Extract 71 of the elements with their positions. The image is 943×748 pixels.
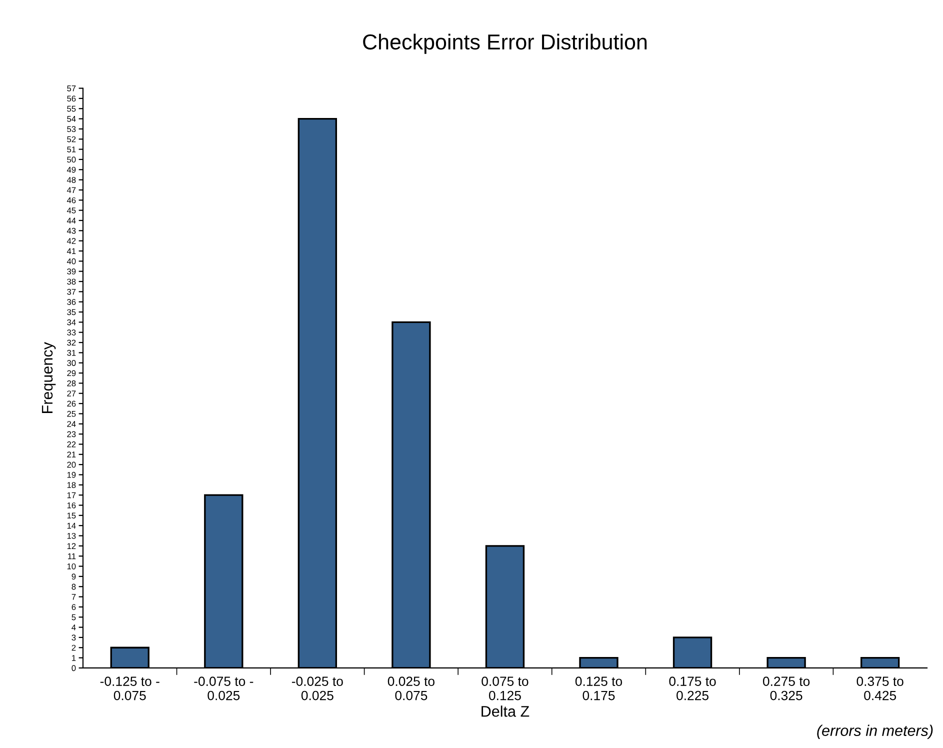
y-tick-label: 13: [67, 532, 76, 539]
x-tick-label: 0.075 to 0.125: [482, 676, 528, 700]
y-tick-label: 55: [67, 106, 76, 112]
y-tick-label: 35: [67, 309, 76, 316]
x-tick-label: -0.075 to - 0.025: [194, 676, 254, 700]
y-tick-label: 27: [67, 390, 76, 396]
x-tick-label: 0.025 to 0.075: [388, 676, 434, 700]
y-tick-label: 18: [67, 482, 76, 488]
y-tick-label: 2: [72, 644, 76, 651]
y-tick-label: 57: [67, 86, 76, 92]
y-tick-label: 12: [67, 543, 76, 549]
y-tick-label: 54: [67, 116, 76, 122]
x-tick-label: 0.375 to 0.425: [856, 676, 904, 700]
y-axis-title: Frequency: [42, 342, 56, 413]
y-tick-label: 6: [72, 604, 76, 610]
y-tick-label: 9: [72, 574, 76, 580]
y-tick-label: 19: [67, 472, 76, 478]
y-tick-label: 22: [67, 441, 76, 448]
y-tick-label: 29: [67, 370, 76, 376]
text: (errors in meters): [817, 724, 933, 740]
y-tick-label: 17: [67, 492, 76, 498]
y-tick-label: 26: [67, 400, 76, 407]
y-tick-label: 44: [66, 218, 76, 224]
y-tick-label: 15: [67, 512, 76, 519]
y-tick-label: 49: [66, 166, 76, 173]
y-tick-label: 4: [72, 624, 76, 630]
y-tick-label: 33: [67, 330, 76, 336]
y-tick-label: 21: [67, 452, 76, 458]
y-tick-label: 39: [67, 268, 76, 274]
y-tick-label: 37: [67, 288, 76, 295]
y-tick-label: 31: [67, 350, 76, 356]
y-tick-label: 11: [68, 553, 76, 560]
y-tick-label: 41: [66, 248, 76, 254]
y-tick-label: 52: [67, 136, 76, 142]
y-tick-label: 48: [66, 176, 76, 183]
y-tick-label: 20: [67, 462, 76, 468]
y-tick-label: 28: [67, 380, 76, 386]
x-tick-label: -0.025 to 0.025: [292, 676, 343, 700]
x-tick-label: -0.125 to - 0.075: [100, 676, 160, 700]
y-tick-label: 8: [72, 584, 76, 590]
y-tick-label: 0: [72, 665, 76, 672]
y-tick-label: 45: [66, 208, 76, 214]
y-tick-label: 5: [72, 614, 76, 620]
y-tick-label: 46: [66, 197, 76, 204]
y-tick-label: 47: [66, 187, 76, 193]
y-tick-label: 16: [67, 502, 76, 508]
y-tick-label: 42: [66, 238, 76, 244]
y-tick-label: 34: [67, 319, 76, 326]
y-tick-label: 38: [67, 278, 76, 285]
y-tick-label: 51: [67, 146, 76, 152]
y-tick-label: 10: [67, 563, 76, 570]
y-tick-label: 50: [67, 156, 76, 163]
y-tick-label: 24: [67, 421, 76, 427]
y-tick-label: 14: [67, 522, 76, 529]
y-tick-label: 7: [72, 594, 76, 600]
y-tick-label: 32: [67, 340, 76, 346]
x-axis-title: Delta Z: [482, 706, 530, 717]
y-tick-label: 40: [66, 258, 76, 264]
y-tick-label: 25: [67, 410, 76, 417]
y-tick-label: 53: [67, 126, 76, 132]
chart-title: Checkpoints Error Distribution: [363, 34, 647, 54]
y-tick-label: 3: [72, 634, 76, 641]
y-tick-label: 36: [67, 299, 76, 305]
x-tick-label: 0.275 to 0.325: [762, 676, 810, 700]
y-tick-label: 23: [67, 431, 76, 438]
y-tick-label: 30: [67, 360, 76, 366]
y-tick-label: 1: [72, 655, 76, 661]
x-tick-label: 0.175 to 0.225: [669, 676, 716, 700]
x-tick-label: 0.125 to 0.175: [575, 676, 622, 700]
y-tick-label: 56: [67, 96, 76, 102]
y-tick-label: 43: [66, 228, 76, 234]
